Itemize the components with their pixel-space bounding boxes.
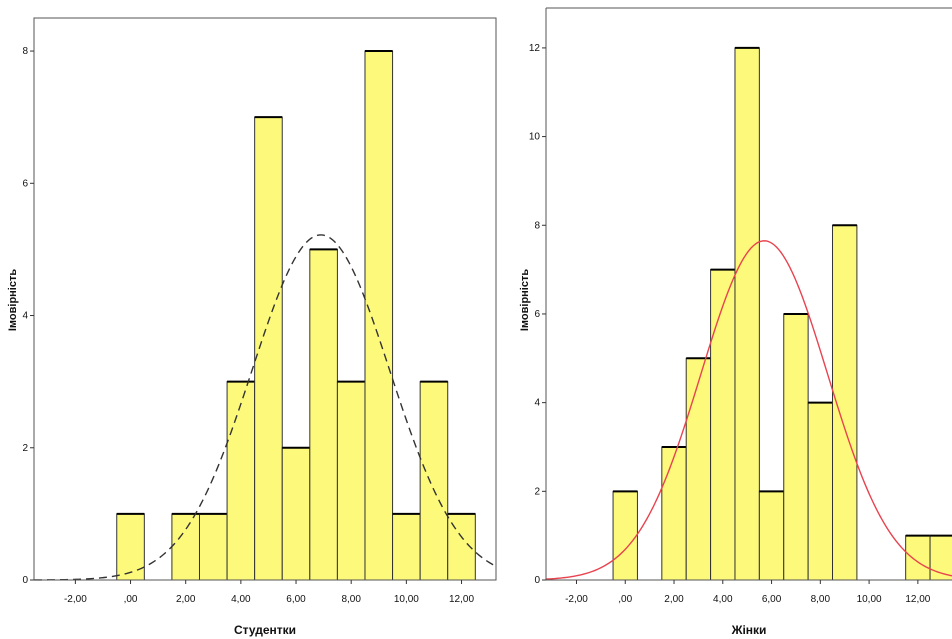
y-tick-label: 8 <box>22 46 28 57</box>
right-histogram-panel: 0 2 4 6 8 10 12 -2,00 ,00 2,00 4,00 6,00 8,00 10,00 12… <box>519 7 952 637</box>
x-tick-label: ,00 <box>124 594 138 605</box>
y-tick-label: 4 <box>22 311 28 322</box>
histogram-bar <box>364 50 394 581</box>
histogram-bar <box>612 490 638 581</box>
histogram-bar <box>905 535 931 581</box>
y-tick-label: 4 <box>534 398 540 409</box>
histogram-bar <box>392 513 421 581</box>
x-tick-label: -2,00 <box>64 594 87 605</box>
left-histogram-panel: 0 2 4 6 8 -2,00 ,00 2,00 4,00 6,00 8,00 10,00 12,00 С… <box>7 17 497 637</box>
histogram-bar <box>710 269 736 581</box>
histogram-bar <box>226 381 256 581</box>
histogram-bar <box>807 402 834 581</box>
y-tick-label: 0 <box>22 575 28 586</box>
histogram-bar <box>116 513 145 581</box>
histogram-bar <box>336 381 366 581</box>
y-tick-label: 2 <box>534 486 540 497</box>
x-tick-label: 12,00 <box>449 594 474 605</box>
histogram-bar <box>783 313 809 581</box>
x-tick-label: -2,00 <box>565 594 588 605</box>
normal-distribution-curve <box>33 234 497 581</box>
y-tick-label: 6 <box>534 309 540 320</box>
x-tick-label: 10,00 <box>857 594 882 605</box>
y-tick-label: 10 <box>529 132 541 143</box>
x-tick-label: 2,00 <box>664 594 684 605</box>
normal-distribution-curve <box>545 240 952 580</box>
histogram-bar <box>758 490 785 581</box>
x-axis-title: Жінки <box>731 623 767 637</box>
y-tick-label: 2 <box>22 443 28 454</box>
histogram-bar <box>171 513 200 581</box>
x-tick-label: 6,00 <box>762 594 782 605</box>
x-tick-label: 4,00 <box>231 594 251 605</box>
x-axis-title: Студентки <box>234 623 296 637</box>
x-tick-label: 2,00 <box>176 594 196 605</box>
y-tick-label: 6 <box>22 178 28 189</box>
histogram-bar <box>198 513 228 581</box>
x-tick-label: ,00 <box>618 594 632 605</box>
x-tick-label: 8,00 <box>341 594 361 605</box>
histogram-bar <box>734 47 760 581</box>
plot-frame <box>33 17 497 581</box>
y-axis-title: Імовірність <box>519 269 531 332</box>
x-tick-label: 8,00 <box>811 594 831 605</box>
y-tick-label: 0 <box>534 575 540 586</box>
y-tick-label: 8 <box>534 220 540 231</box>
histogram-bar <box>281 447 311 581</box>
histogram-bar <box>419 381 449 581</box>
x-tick-label: 12,00 <box>905 594 930 605</box>
x-tick-label: 6,00 <box>286 594 306 605</box>
y-tick-label: 12 <box>529 43 541 54</box>
histogram-bar <box>661 446 687 581</box>
histogram-bar <box>685 357 712 581</box>
histogram-bar <box>309 248 338 581</box>
y-axis-title: Імовірність <box>7 269 19 332</box>
x-tick-label: 4,00 <box>713 594 733 605</box>
x-tick-label: 10,00 <box>394 594 419 605</box>
